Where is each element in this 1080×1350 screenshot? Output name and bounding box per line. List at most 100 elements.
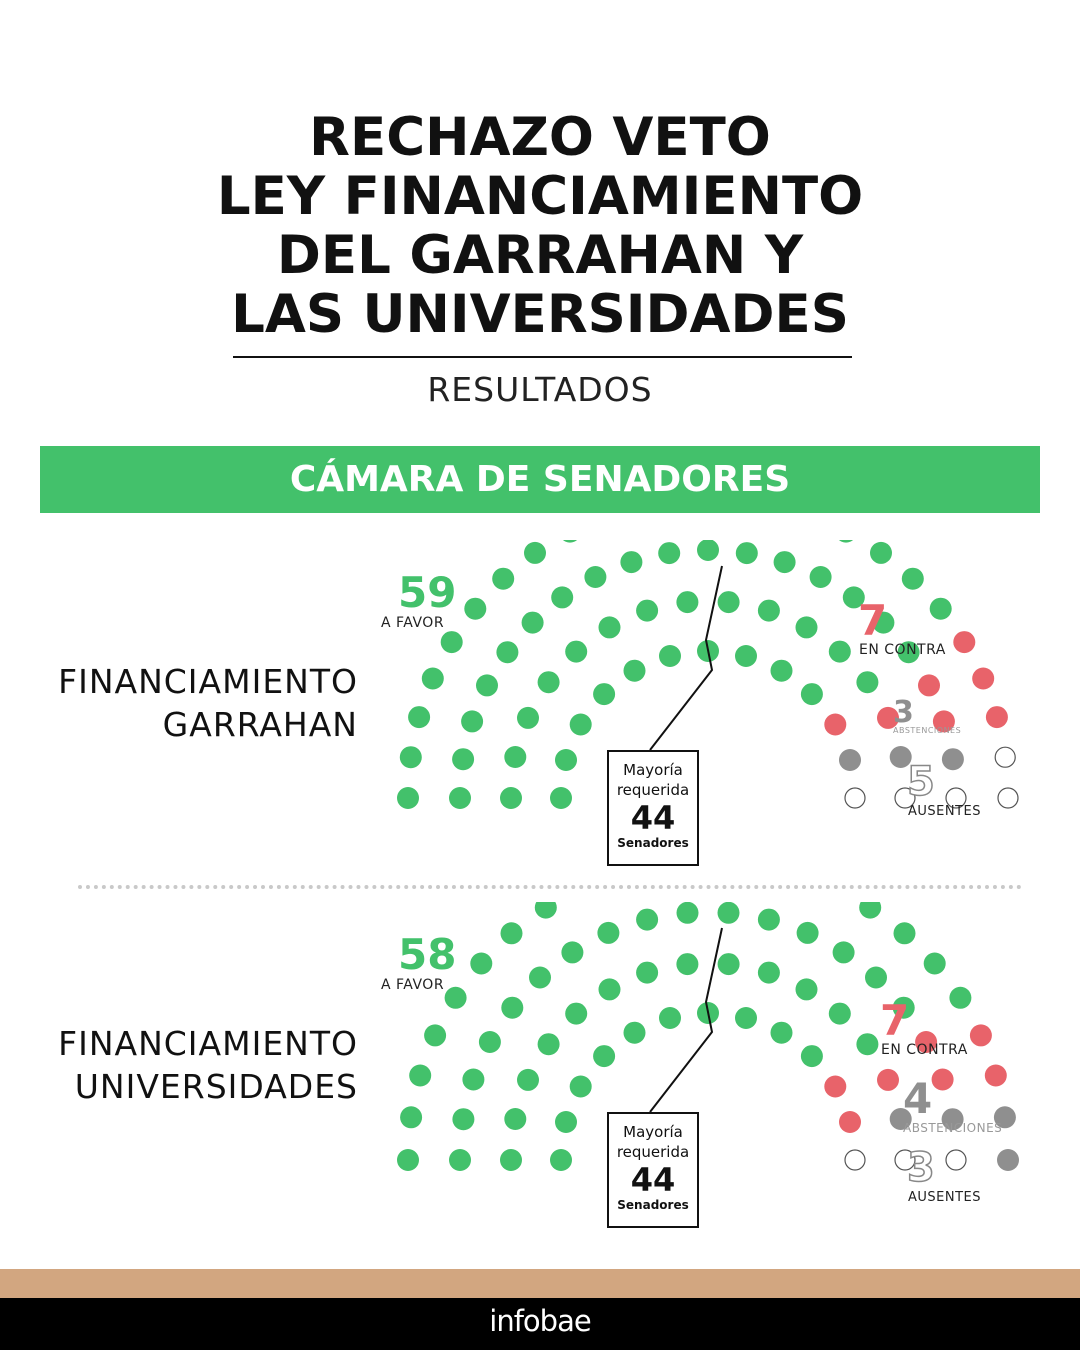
- ausentes-label: AUSENTES: [908, 1190, 982, 1205]
- seat-en-contra: [877, 706, 899, 729]
- seat-a-favor: [735, 645, 757, 667]
- majority-line-1: Mayoría: [623, 761, 683, 779]
- contra-count: 7: [858, 596, 888, 645]
- seat-a-favor: [658, 542, 681, 565]
- seat-a-favor: [492, 567, 515, 590]
- seat-a-favor: [501, 996, 524, 1019]
- footer: infobae: [0, 1298, 1080, 1350]
- majority-line-2: requerida: [616, 781, 690, 799]
- seat-a-favor: [565, 1002, 588, 1025]
- seat-a-favor: [795, 616, 818, 639]
- seat-a-favor: [400, 1106, 423, 1129]
- seat-a-favor: [636, 908, 659, 931]
- chamber-banner: CÁMARA DE SENADORES: [40, 446, 1040, 513]
- seat-en-contra: [824, 713, 847, 736]
- majority-line-1: Mayoría: [623, 1123, 683, 1141]
- majority-box: Mayoría requerida 44 Senadores: [607, 750, 699, 866]
- seat-a-favor: [464, 597, 487, 620]
- seat-a-favor: [584, 566, 607, 588]
- seat-a-favor: [757, 908, 780, 931]
- seat-a-favor: [735, 1007, 757, 1029]
- seat-a-favor: [897, 641, 920, 664]
- seat-a-favor: [901, 567, 924, 590]
- seat-a-favor: [408, 706, 431, 729]
- seat-a-favor: [534, 902, 557, 919]
- seat-ausentes: [997, 787, 1019, 809]
- seat-ausentes: [945, 1149, 967, 1171]
- seat-a-favor: [598, 616, 621, 639]
- seat-a-favor: [452, 1108, 475, 1131]
- seat-abstenciones: [889, 1108, 912, 1130]
- seat-a-favor: [476, 674, 498, 697]
- title-divider: [233, 356, 852, 358]
- seat-abstenciones: [993, 1106, 1016, 1129]
- majority-line: [649, 565, 723, 751]
- seat-en-contra: [984, 1064, 1007, 1087]
- seat-a-favor: [529, 966, 551, 989]
- seat-abstenciones: [941, 1108, 964, 1131]
- seat-a-favor: [470, 952, 493, 975]
- seat-a-favor: [397, 787, 419, 809]
- seat-a-favor: [717, 902, 740, 924]
- seat-a-favor: [757, 599, 780, 622]
- seat-a-favor: [949, 986, 972, 1009]
- title-line-2: LEY FINANCIAMIENTO: [216, 166, 864, 227]
- seat-a-favor: [500, 922, 523, 945]
- seat-ausentes: [945, 787, 967, 809]
- seat-a-favor: [923, 952, 946, 975]
- seat-a-favor: [478, 1031, 501, 1053]
- seat-ausentes: [844, 787, 866, 809]
- seat-en-contra: [839, 1111, 861, 1133]
- seat-a-favor: [562, 540, 578, 543]
- seat-a-favor: [537, 671, 560, 694]
- seat-ausentes: [894, 787, 916, 809]
- contra-label: EN CONTRA: [859, 642, 946, 658]
- seat-a-favor: [496, 641, 519, 664]
- contra-label: EN CONTRA: [881, 1042, 968, 1058]
- seat-a-favor: [659, 645, 681, 667]
- contra-count: 7: [880, 996, 910, 1045]
- title-line-4: LAS UNIVERSIDADES: [231, 284, 849, 345]
- seat-a-favor: [593, 683, 616, 706]
- brand-logo: infobae: [489, 1304, 591, 1338]
- seat-a-favor: [504, 1108, 527, 1130]
- seat-ausentes: [844, 1149, 866, 1171]
- seat-abstenciones: [889, 746, 912, 768]
- seat-a-favor: [893, 922, 916, 945]
- seat-a-favor: [832, 941, 855, 964]
- seat-a-favor: [717, 953, 740, 976]
- abstenciones-label: ABSTENCIONES: [893, 726, 962, 735]
- seat-en-contra: [877, 1068, 899, 1091]
- seat-a-favor: [598, 978, 621, 1001]
- seat-a-favor: [770, 659, 793, 682]
- seat-a-favor: [537, 1033, 560, 1056]
- seat-en-contra: [918, 674, 940, 697]
- favor-count: 59: [398, 568, 457, 617]
- seat-en-contra: [932, 710, 955, 733]
- seat-a-favor: [504, 746, 527, 768]
- seat-a-favor: [865, 966, 887, 989]
- seat-en-contra: [824, 1075, 847, 1098]
- favor-label: A FAVOR: [381, 615, 445, 631]
- seat-a-favor: [517, 706, 539, 729]
- vote-label-line-1: FINANCIAMIENTO: [58, 1024, 358, 1063]
- seat-en-contra: [915, 1031, 938, 1053]
- seat-a-favor: [842, 586, 865, 609]
- seat-en-contra: [985, 706, 1008, 729]
- seat-a-favor: [800, 1045, 823, 1068]
- seat-ausentes: [994, 746, 1016, 768]
- seat-abstenciones: [997, 1149, 1019, 1171]
- seat-a-favor: [397, 1149, 419, 1171]
- seat-a-favor: [717, 591, 740, 614]
- ausentes-count: 3: [906, 1145, 935, 1191]
- majority-number: 44: [630, 1161, 676, 1199]
- seat-a-favor: [856, 671, 879, 694]
- vote-label-line-1: FINANCIAMIENTO: [58, 662, 358, 701]
- seat-a-favor: [757, 961, 780, 984]
- seat-en-contra: [969, 1024, 992, 1047]
- seat-a-favor: [593, 1045, 616, 1068]
- vote-section-universidades: FINANCIAMIENTO UNIVERSIDADES 58 A FAVOR …: [0, 902, 1080, 1262]
- seat-a-favor: [500, 1149, 522, 1171]
- seat-a-favor: [555, 1111, 577, 1133]
- seat-a-favor: [636, 961, 659, 984]
